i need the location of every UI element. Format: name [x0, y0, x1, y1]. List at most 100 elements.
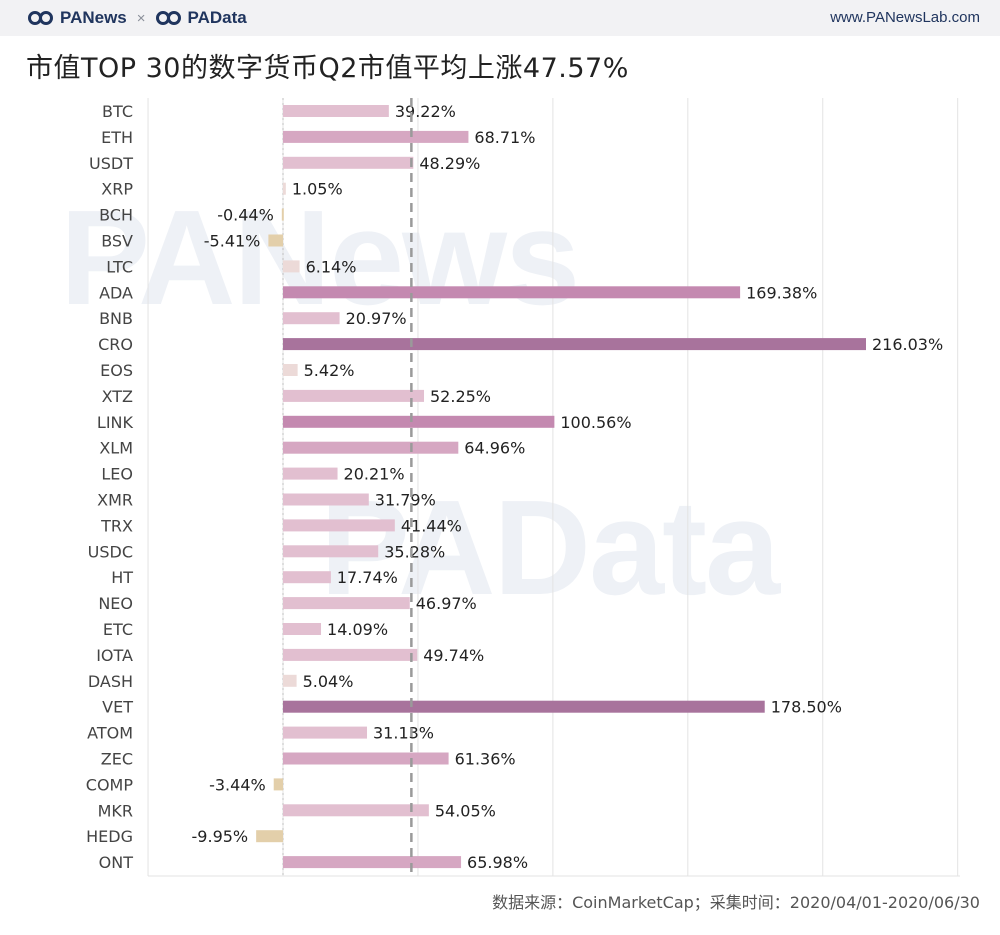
bar-vet	[283, 700, 765, 713]
bar-xmr	[283, 493, 369, 506]
data-label: 46.97%	[416, 594, 477, 613]
data-label: 216.03%	[872, 335, 943, 354]
category-label: XTZ	[102, 387, 133, 406]
data-label: 100.56%	[560, 413, 631, 432]
category-label: BTC	[102, 102, 133, 121]
brand-padata: PAData	[187, 8, 247, 27]
bar-etc	[283, 623, 322, 635]
category-label: LEO	[101, 465, 133, 484]
category-label: CRO	[98, 335, 133, 354]
category-label: ETH	[101, 128, 133, 147]
bar-ont	[283, 856, 462, 869]
category-label: XRP	[101, 180, 133, 199]
category-label: ADA	[99, 283, 133, 302]
bar-xtz	[283, 389, 425, 402]
watermark-panews: PANews	[60, 182, 580, 333]
category-label: IOTA	[96, 646, 133, 665]
bar-ltc	[283, 260, 300, 273]
bar-eth	[283, 130, 469, 143]
bar-atom	[283, 726, 368, 739]
category-label: MKR	[98, 801, 133, 820]
data-label: 61.36%	[455, 750, 516, 769]
data-label: 65.98%	[467, 853, 528, 872]
data-label: 169.38%	[746, 283, 817, 302]
bar-xrp	[283, 182, 286, 195]
data-label: 52.25%	[430, 387, 491, 406]
category-label: USDC	[88, 542, 133, 561]
bar-hedg	[256, 830, 283, 843]
data-label: -3.44%	[209, 775, 266, 794]
bar-neo	[283, 597, 410, 610]
data-label: 31.13%	[373, 724, 434, 743]
bar-usdc	[283, 545, 379, 558]
bar-comp	[273, 778, 283, 791]
category-label: HEDG	[86, 827, 133, 846]
bar-dash	[283, 674, 297, 687]
data-label: 68.71%	[474, 128, 535, 147]
category-label: BNB	[99, 309, 133, 328]
category-label: VET	[102, 698, 133, 717]
bar-zec	[283, 752, 449, 765]
data-label: 64.96%	[464, 439, 525, 458]
data-label: -9.95%	[192, 827, 249, 846]
brand-logos: PANews × PAData	[28, 7, 247, 29]
brand-separator: ×	[136, 9, 146, 27]
bar-btc	[283, 105, 389, 117]
data-label: 20.21%	[344, 465, 405, 484]
bar-usdt	[283, 156, 414, 169]
bar-leo	[283, 467, 338, 480]
category-label: ETC	[103, 620, 133, 639]
bar-bnb	[283, 312, 340, 325]
category-label: HT	[111, 568, 133, 587]
category-label: ZEC	[101, 750, 133, 769]
category-label: USDT	[89, 154, 133, 173]
category-label: LTC	[106, 257, 133, 276]
data-label: 39.22%	[395, 102, 456, 121]
category-label: ATOM	[87, 724, 133, 743]
category-label: BSV	[101, 232, 133, 251]
category-label: NEO	[98, 594, 133, 613]
category-label: DASH	[88, 672, 133, 691]
data-label: 14.09%	[327, 620, 388, 639]
data-label: 6.14%	[306, 257, 357, 276]
bar-bsv	[268, 234, 283, 247]
bar-trx	[283, 519, 395, 532]
category-label: ONT	[99, 853, 134, 872]
data-label: 48.29%	[419, 154, 480, 173]
bar-eos	[283, 364, 298, 376]
brand-panews: PANews	[60, 8, 127, 27]
data-label: -0.44%	[217, 206, 274, 225]
bar-iota	[283, 648, 418, 661]
data-label: -5.41%	[204, 232, 261, 251]
data-label: 49.74%	[423, 646, 484, 665]
category-label: BCH	[99, 206, 133, 225]
category-label: EOS	[100, 361, 133, 380]
data-label: 17.74%	[337, 568, 398, 587]
category-label: XMR	[97, 491, 133, 510]
category-label: LINK	[97, 413, 134, 432]
bar-mkr	[283, 804, 429, 817]
header-bar: PANews × PAData www.PANewsLab.com	[0, 0, 1000, 36]
data-label: 20.97%	[346, 309, 407, 328]
bar-ht	[283, 571, 331, 584]
panews-logo-icon	[28, 11, 53, 25]
category-label: COMP	[86, 775, 134, 794]
data-label: 5.04%	[303, 672, 354, 691]
bar-link	[283, 415, 555, 428]
bar-ada	[283, 286, 741, 299]
bar-xlm	[283, 441, 459, 454]
category-label: TRX	[100, 516, 133, 535]
chart-title: 市值TOP 30的数字货币Q2市值平均上涨47.57%	[26, 53, 629, 84]
bar-bch	[281, 208, 284, 221]
data-label: 35.28%	[384, 542, 445, 561]
site-url-link[interactable]: www.PANewsLab.com	[830, 9, 980, 26]
bar-cro	[283, 338, 866, 351]
data-label: 1.05%	[292, 180, 343, 199]
category-label: XLM	[99, 439, 133, 458]
data-label: 5.42%	[304, 361, 355, 380]
padata-logo-icon	[155, 11, 181, 25]
data-source-note: 数据来源：CoinMarketCap；采集时间：2020/04/01-2020/…	[492, 893, 980, 912]
data-label: 178.50%	[771, 698, 842, 717]
data-label: 41.44%	[401, 516, 462, 535]
